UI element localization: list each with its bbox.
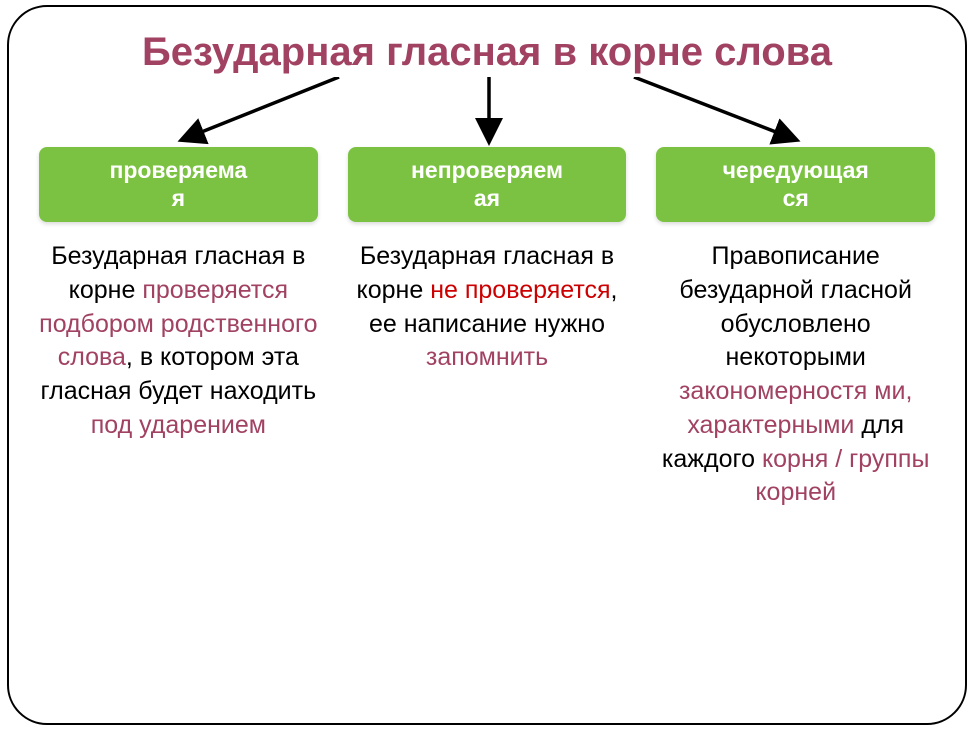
text-segment: под ударением xyxy=(91,411,266,439)
column-description: Правописание безударной гласной обусловл… xyxy=(656,240,935,510)
page-title: Безударная гласная в корне слова xyxy=(39,27,935,77)
text-segment: не проверяется xyxy=(430,276,610,304)
column-1: непроверяемая Безударная гласная в корне … xyxy=(348,147,627,510)
pill-line1: непроверяем xyxy=(411,157,563,183)
column-0: проверяемая Безударная гласная в корне пр… xyxy=(39,147,318,510)
columns-row: проверяемая Безударная гласная в корне пр… xyxy=(39,147,935,510)
category-pill: чередующаяся xyxy=(656,147,935,222)
pill-line1: чередующая xyxy=(723,157,869,183)
category-pill: проверяемая xyxy=(39,147,318,222)
category-pill: непроверяемая xyxy=(348,147,627,222)
text-segment: запомнить xyxy=(426,343,548,371)
pill-line1: проверяема xyxy=(109,157,247,183)
text-segment: корня / группы корней xyxy=(755,445,929,507)
text-segment: Правописание безударной гласной обусловл… xyxy=(679,242,912,371)
arrow xyxy=(184,77,339,139)
diagram-frame: Безударная гласная в корне слова проверя… xyxy=(7,5,967,725)
column-2: чередующаяся Правописание безударной глас… xyxy=(656,147,935,510)
arrow xyxy=(634,77,794,139)
column-description: Безударная гласная в корне не проверяетс… xyxy=(348,240,627,375)
pill-line2: я xyxy=(172,185,185,211)
column-description: Безударная гласная в корне проверяется п… xyxy=(39,240,318,443)
arrows-svg xyxy=(39,77,939,147)
pill-line2: ся xyxy=(783,185,809,211)
pill-line2: ая xyxy=(474,185,500,211)
arrows-region xyxy=(39,77,935,147)
